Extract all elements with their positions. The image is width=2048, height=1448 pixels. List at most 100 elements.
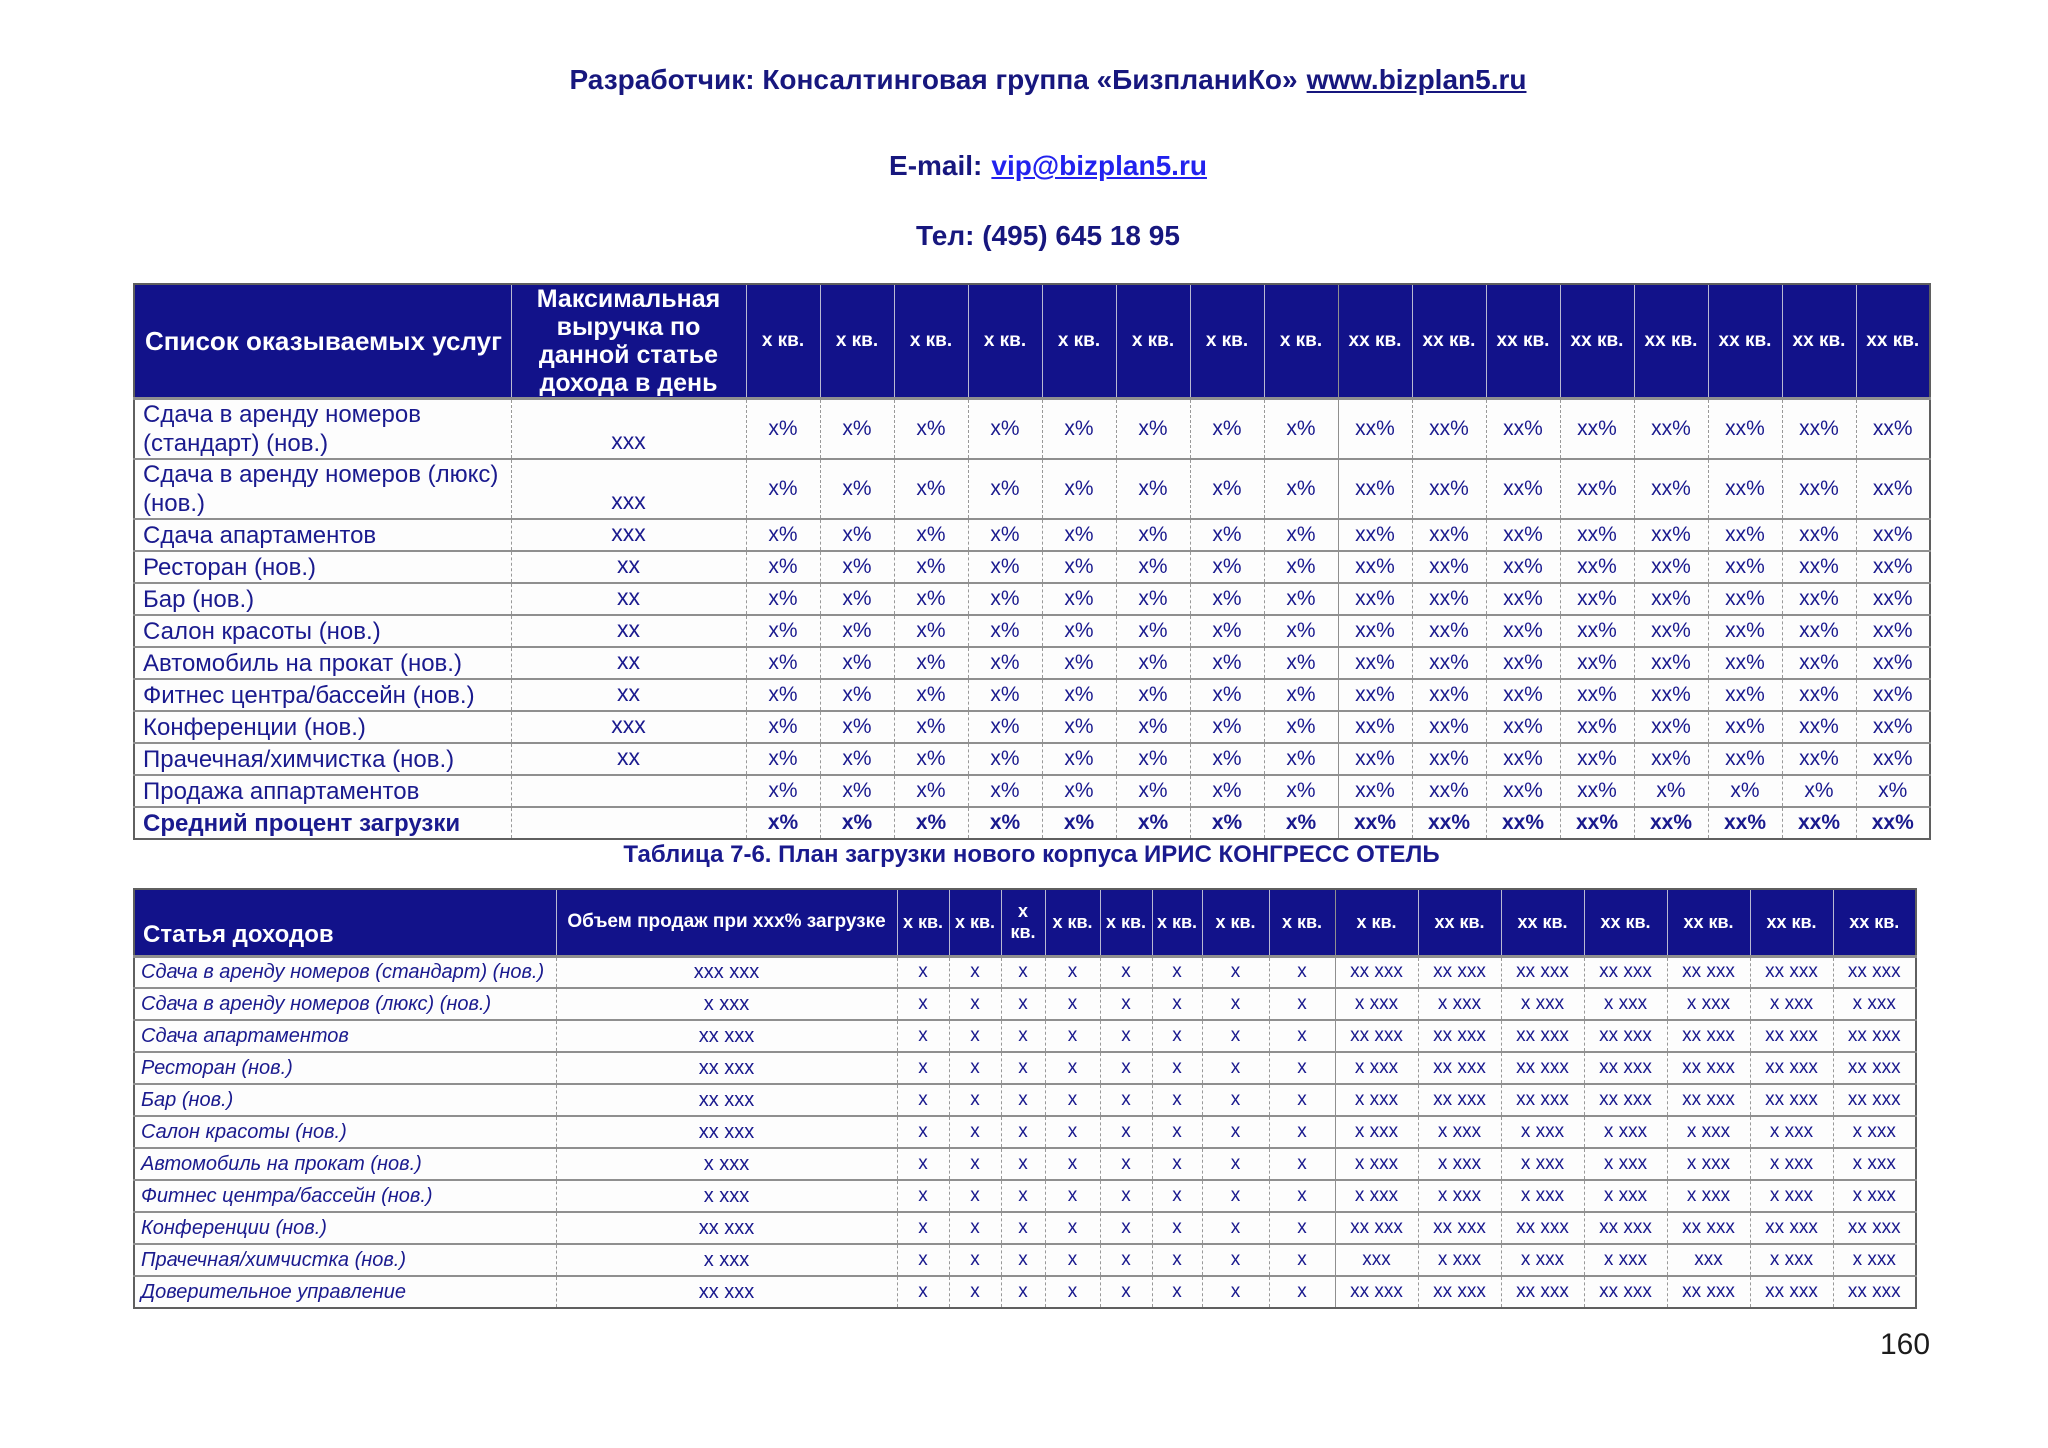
column-header-quarter: х кв. bbox=[896, 889, 949, 958]
quarter-value: хх% bbox=[1633, 458, 1708, 519]
quarter-value: х bbox=[896, 1211, 949, 1244]
quarter-value: х bbox=[1000, 1051, 1045, 1084]
quarter-value: хх ххх bbox=[1417, 1051, 1501, 1084]
table-row: Сдача апартаментов ххх х% х% х% х% х% х% х% х% хх%… bbox=[133, 518, 1930, 551]
quarter-value: х% bbox=[819, 518, 894, 551]
quarter-value: х% bbox=[967, 806, 1042, 839]
quarter-value: х% bbox=[1041, 518, 1116, 551]
table-row: Сдача в аренду номеров (люкс) (нов.) х хх… bbox=[133, 987, 1916, 1020]
quarter-value: х bbox=[1044, 1179, 1100, 1212]
column-header-quarter: х кв. bbox=[1201, 889, 1269, 958]
quarter-value: х ххх bbox=[1334, 987, 1418, 1020]
developer-line: Разработчик: Консалтинговая группа «Бизп… bbox=[48, 64, 2048, 96]
quarter-value: х ххх bbox=[1749, 987, 1833, 1020]
quarter-value: хх% bbox=[1337, 518, 1412, 551]
quarter-value: хх ххх bbox=[1749, 1019, 1833, 1052]
quarter-value: хх% bbox=[1855, 710, 1930, 743]
table-row: Ресторан (нов.) хх х% х% х% х% х% х% х% х% хх% хх% х… bbox=[133, 550, 1930, 583]
quarter-value: хх% bbox=[1855, 458, 1930, 519]
table-row: Ресторан (нов.) хх ххх х х х х х х х х х ххх хх ххх… bbox=[133, 1051, 1916, 1084]
quarter-value: х% bbox=[967, 518, 1042, 551]
quarter-value: хх% bbox=[1855, 742, 1930, 775]
max-revenue-value: ххх bbox=[510, 397, 746, 459]
table-row: Доверительное управление хх ххх х х х х х х х х хх… bbox=[133, 1275, 1916, 1308]
max-revenue-value bbox=[510, 774, 746, 807]
sales-volume-value: хх ххх bbox=[555, 1051, 897, 1084]
quarter-value: хх ххх bbox=[1583, 1019, 1667, 1052]
sales-volume-value: ххх ххх bbox=[555, 955, 897, 988]
quarter-value: х bbox=[948, 987, 1001, 1020]
quarter-value: х% bbox=[1263, 582, 1338, 615]
quarter-value: хх ххх bbox=[1583, 1211, 1667, 1244]
quarter-value: х% bbox=[893, 806, 968, 839]
quarter-value: х bbox=[948, 1115, 1001, 1148]
quarter-value: хх ххх bbox=[1334, 1275, 1418, 1308]
column-header-quarter: хх кв. bbox=[1500, 889, 1584, 958]
column-header-quarter: хх кв. bbox=[1707, 284, 1782, 400]
quarter-value: х bbox=[1000, 955, 1045, 988]
quarter-value: х% bbox=[745, 458, 820, 519]
quarter-value: хх% bbox=[1337, 646, 1412, 679]
quarter-value: х bbox=[1201, 1179, 1269, 1212]
sales-volume-value: х ххх bbox=[555, 1179, 897, 1212]
sales-volume-value: хх ххх bbox=[555, 1019, 897, 1052]
column-header-quarter: хх кв. bbox=[1633, 284, 1708, 400]
table-row: Салон красоты (нов.) хх х% х% х% х% х% х% х% х% хх… bbox=[133, 614, 1930, 647]
quarter-value: х ххх bbox=[1749, 1115, 1833, 1148]
column-header-quarter: хх кв. bbox=[1417, 889, 1501, 958]
quarter-value: хх ххх bbox=[1832, 955, 1916, 988]
max-revenue-value bbox=[510, 806, 746, 839]
quarter-value: х% bbox=[967, 646, 1042, 679]
quarter-value: хх ххх bbox=[1666, 1211, 1750, 1244]
quarter-value: х% bbox=[1041, 774, 1116, 807]
quarter-value: х bbox=[948, 1243, 1001, 1276]
quarter-value: хх% bbox=[1855, 397, 1930, 459]
quarter-value: х bbox=[1151, 1179, 1202, 1212]
max-revenue-value: хх bbox=[510, 646, 746, 679]
quarter-value: хх% bbox=[1855, 550, 1930, 583]
quarter-value: х bbox=[1000, 1115, 1045, 1148]
quarter-value: х bbox=[1099, 1243, 1152, 1276]
column-header-quarter: х кв. bbox=[1189, 284, 1264, 400]
column-header-quarter: х кв. bbox=[1115, 284, 1190, 400]
quarter-value: хх% bbox=[1485, 518, 1560, 551]
quarter-value: х bbox=[1268, 1051, 1335, 1084]
sales-volume-value: х ххх bbox=[555, 1243, 897, 1276]
quarter-value: х% bbox=[1189, 550, 1264, 583]
quarter-value: х ххх bbox=[1500, 1179, 1584, 1212]
quarter-value: х bbox=[896, 1179, 949, 1212]
table-row: Сдача в аренду номеров (люкс) (нов.) ххх х… bbox=[133, 458, 1930, 519]
max-revenue-value: хх bbox=[510, 550, 746, 583]
quarter-value: х% bbox=[745, 646, 820, 679]
quarter-value: х bbox=[1201, 1051, 1269, 1084]
table-row: Конференции (нов.) хх ххх х х х х х х х х хх ххх хх… bbox=[133, 1211, 1916, 1244]
quarter-value: х% bbox=[1041, 397, 1116, 459]
quarter-value: х bbox=[896, 955, 949, 988]
quarter-value: х bbox=[1268, 1211, 1335, 1244]
quarter-value: хх% bbox=[1485, 397, 1560, 459]
quarter-value: х ххх bbox=[1832, 987, 1916, 1020]
quarter-value: х ххх bbox=[1417, 987, 1501, 1020]
quarter-value: хх% bbox=[1855, 678, 1930, 711]
quarter-value: хх ххх bbox=[1334, 1019, 1418, 1052]
quarter-value: хх ххх bbox=[1417, 1211, 1501, 1244]
quarter-value: х bbox=[896, 1019, 949, 1052]
quarter-value: х bbox=[1044, 1083, 1100, 1116]
table-row: Бар (нов.) хх х% х% х% х% х% х% х% х% хх% хх% хх% хх%… bbox=[133, 582, 1930, 615]
max-revenue-value: хх bbox=[510, 582, 746, 615]
email-link[interactable]: vip@bizplan5.ru bbox=[991, 150, 1207, 181]
website-link[interactable]: www.bizplan5.ru bbox=[1306, 64, 1527, 95]
quarter-value: х ххх bbox=[1749, 1147, 1833, 1180]
sales-volume-value: х ххх bbox=[555, 1147, 897, 1180]
quarter-value: хх% bbox=[1781, 397, 1856, 459]
quarter-value: х% bbox=[1041, 806, 1116, 839]
quarter-value: хх% bbox=[1485, 582, 1560, 615]
quarter-value: х bbox=[1268, 955, 1335, 988]
service-label: Продажа аппартаментов bbox=[133, 774, 511, 807]
quarter-value: х% bbox=[1263, 678, 1338, 711]
quarter-value: хх% bbox=[1337, 550, 1412, 583]
quarter-value: х bbox=[1044, 1147, 1100, 1180]
quarter-value: х% bbox=[819, 582, 894, 615]
table-row: Фитнес центра/бассейн (нов.) х ххх х х х х х х х… bbox=[133, 1179, 1916, 1212]
quarter-value: х bbox=[1151, 1083, 1202, 1116]
